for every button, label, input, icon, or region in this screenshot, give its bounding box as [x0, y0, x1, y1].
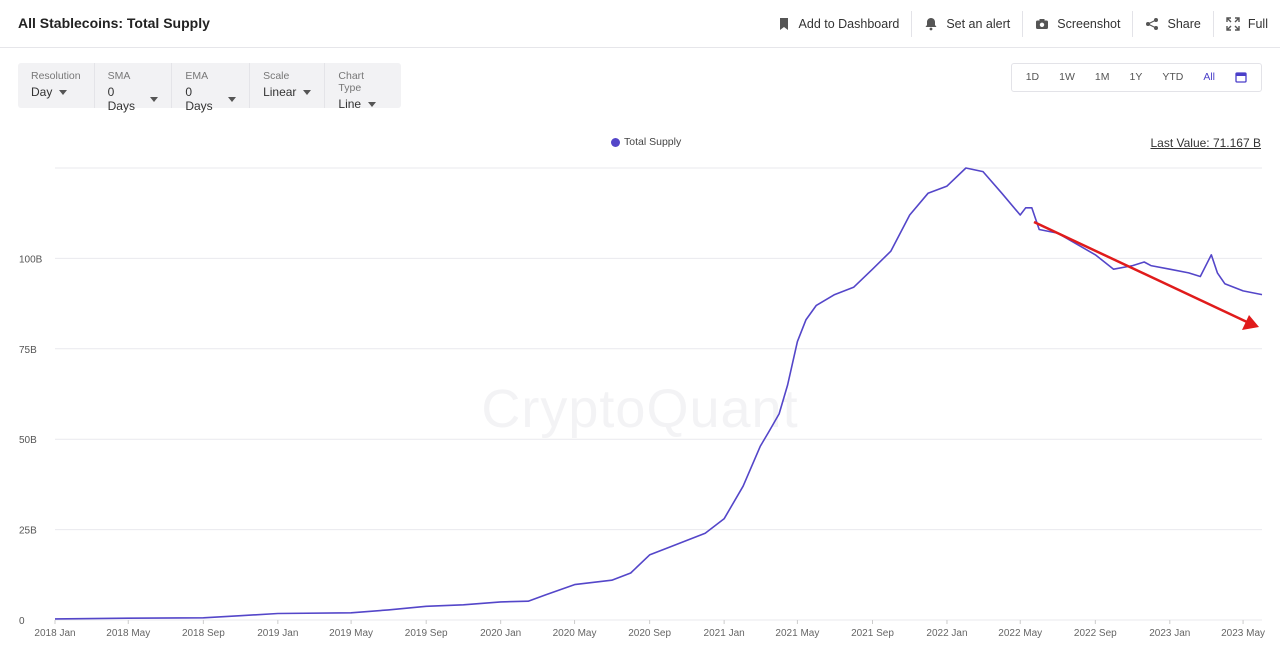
time-range-selector: 1D 1W 1M 1Y YTD All — [1010, 63, 1262, 92]
range-1y-button[interactable]: 1Y — [1129, 71, 1143, 83]
screenshot-label: Screenshot — [1057, 17, 1121, 31]
range-1d-button[interactable]: 1D — [1025, 71, 1040, 83]
chart-options-toolbar: Resolution Day SMA 0 Days EMA 0 Days Sca… — [18, 63, 401, 113]
range-ytd-button[interactable]: YTD — [1162, 71, 1184, 83]
chart-type-dropdown[interactable]: Chart Type Line — [324, 63, 401, 111]
calendar-icon[interactable] — [1225, 64, 1257, 91]
caret-down-icon — [303, 89, 312, 95]
x-tick-label: 2018 Jan — [34, 628, 75, 639]
last-value-link[interactable]: Last Value: 71.167 B — [1150, 136, 1261, 150]
x-tick-label: 2019 May — [329, 628, 373, 639]
grid-lines — [55, 167, 1262, 621]
x-tick-label: 2018 May — [106, 628, 150, 639]
x-axis-ticks: 2018 Jan 2018 May 2018 Sep 2019 Jan 2019 May… — [34, 620, 1265, 639]
x-tick-label: 2020 May — [553, 628, 597, 639]
x-tick-label: 2020 Sep — [628, 628, 671, 639]
x-tick-label: 2022 Jan — [926, 628, 967, 639]
share-button[interactable]: Share — [1132, 11, 1212, 37]
x-tick-label: 2020 Jan — [480, 628, 521, 639]
x-tick-label: 2021 Jan — [704, 628, 745, 639]
trend-arrow-annotation — [1033, 220, 1259, 330]
watermark: CryptoQuant — [481, 379, 799, 439]
sma-dropdown[interactable]: SMA 0 Days — [93, 63, 172, 113]
range-1m-button[interactable]: 1M — [1094, 71, 1110, 83]
expand-icon — [1226, 17, 1240, 31]
y-axis-ticks: 0 25B 50B 75B 100B — [19, 254, 43, 627]
resolution-value: Day — [31, 85, 53, 99]
add-to-dashboard-button[interactable]: Add to Dashboard — [765, 11, 912, 37]
fullscreen-button[interactable]: Full — [1212, 11, 1280, 37]
scale-value: Linear — [263, 85, 297, 99]
x-tick-label: 2023 May — [1221, 628, 1265, 639]
resolution-dropdown[interactable]: Resolution Day — [18, 63, 94, 108]
ema-value: 0 Days — [185, 85, 213, 113]
chart-type-value: Line — [338, 97, 362, 111]
x-tick-label: 2018 Sep — [182, 628, 225, 639]
series-line-total-supply — [54, 167, 1263, 620]
ema-dropdown[interactable]: EMA 0 Days — [171, 63, 249, 113]
bell-icon — [924, 17, 938, 31]
resolution-label: Resolution — [31, 70, 81, 82]
scale-label: Scale — [263, 70, 290, 82]
camera-icon — [1035, 17, 1049, 31]
bookmark-icon — [777, 17, 791, 31]
chart-type-label: Chart Type — [338, 70, 365, 94]
header-bar: All Stablecoins: Total Supply Add to Das… — [0, 0, 1280, 48]
x-tick-label: 2021 May — [775, 628, 819, 639]
legend-label: Total Supply — [624, 136, 682, 148]
set-alert-button[interactable]: Set an alert — [911, 11, 1022, 37]
x-tick-label: 2022 May — [998, 628, 1042, 639]
header-actions: Add to Dashboard Set an alert Screenshot… — [765, 0, 1280, 48]
x-tick-label: 2019 Sep — [405, 628, 448, 639]
caret-down-icon — [150, 96, 159, 102]
x-tick-label: 2021 Sep — [851, 628, 894, 639]
y-tick-label: 25B — [19, 526, 37, 537]
arrow-shaft — [1033, 220, 1248, 324]
x-tick-label: 2023 Jan — [1149, 628, 1190, 639]
x-tick-label: 2019 Jan — [257, 628, 298, 639]
y-tick-label: 0 — [19, 616, 25, 627]
sma-value: 0 Days — [107, 85, 135, 113]
set-alert-label: Set an alert — [946, 17, 1011, 31]
range-all-button[interactable]: All — [1203, 71, 1215, 83]
legend-marker — [611, 137, 620, 147]
caret-down-icon — [228, 96, 237, 102]
y-tick-label: 50B — [19, 435, 37, 446]
sma-label: SMA — [107, 70, 131, 82]
y-tick-label: 75B — [19, 345, 37, 356]
scale-dropdown[interactable]: Scale Linear — [249, 63, 324, 108]
range-1w-button[interactable]: 1W — [1059, 71, 1075, 83]
caret-down-icon — [59, 89, 68, 95]
x-tick-label: 2022 Sep — [1074, 628, 1117, 639]
chart-legend[interactable]: Total Supply — [611, 136, 681, 148]
y-tick-label: 100B — [19, 254, 43, 265]
share-label: Share — [1167, 17, 1201, 31]
caret-down-icon — [368, 101, 377, 107]
share-icon — [1145, 17, 1159, 31]
fullscreen-label: Full — [1247, 17, 1268, 31]
screenshot-button[interactable]: Screenshot — [1022, 11, 1132, 37]
page-title: All Stablecoins: Total Supply — [18, 15, 210, 31]
arrow-head — [1242, 315, 1259, 330]
add-to-dashboard-label: Add to Dashboard — [798, 17, 900, 31]
ema-label: EMA — [185, 70, 209, 82]
